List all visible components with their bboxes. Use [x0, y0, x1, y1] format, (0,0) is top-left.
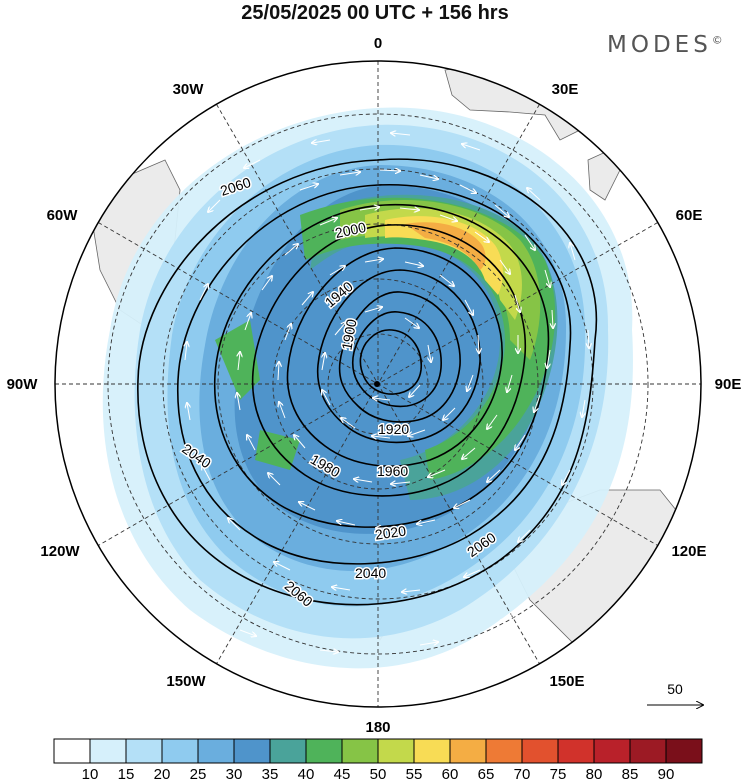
- colorbar-swatch: [449, 738, 487, 764]
- lon-label-60e: 60E: [676, 207, 703, 224]
- colorbar-tick-label: 15: [118, 766, 135, 782]
- colorbar-tick-label: 40: [298, 766, 315, 782]
- contour-1920: [351, 311, 442, 408]
- colorbar-tick-label: 75: [550, 766, 567, 782]
- wind-60-shading: [385, 216, 503, 295]
- colorbar-swatch: [125, 738, 163, 764]
- colorbar-tick-label: 85: [622, 766, 639, 782]
- colorbar-tick-label: 60: [442, 766, 459, 782]
- colorbar-swatch: [233, 738, 271, 764]
- colorbar-swatch: [665, 738, 703, 764]
- lon-label-60w: 60W: [47, 207, 79, 224]
- map-border: [54, 60, 702, 708]
- colorbar-swatch: [521, 738, 559, 764]
- longitude-labels: 0 30E 60E 90E 120E 150E 180 150W 120W 90…: [7, 35, 742, 736]
- low-center-marker: [374, 381, 380, 387]
- lon-label-150e: 150E: [549, 673, 584, 690]
- colorbar-swatch: [305, 738, 343, 764]
- colorbar-swatch: [485, 738, 523, 764]
- wind-65-shading: [405, 222, 486, 270]
- colorbar-swatch: [89, 738, 127, 764]
- colorbar-swatch: [269, 738, 307, 764]
- colorbar-tick-label: 55: [406, 766, 423, 782]
- lon-label-0: 0: [374, 35, 382, 52]
- brand-logo: MODES©: [607, 32, 727, 58]
- lon-label-30w: 30W: [173, 81, 205, 98]
- colorbar-tick-label: 90: [658, 766, 675, 782]
- map-disc: 1900 1920 1940 1960 1980 2000 2020 2040 …: [55, 61, 701, 707]
- brand-name: MODES: [607, 32, 712, 58]
- colorbar-swatch: [593, 738, 631, 764]
- brand-copyright: ©: [711, 33, 727, 47]
- colorbar-ticks: 10 15 20 25 30 35 40 45 50 55 60 65 70 75 80 85 90: [82, 766, 675, 782]
- colorbar-swatch: [197, 738, 235, 764]
- contour-1980: [286, 247, 503, 467]
- colorbar-tick-label: 30: [226, 766, 243, 782]
- contour-2060: [137, 158, 598, 606]
- colorbar-swatch: [53, 738, 91, 764]
- contour-1940: [338, 291, 461, 423]
- contour-1960: [316, 269, 481, 444]
- colorbar-swatch: [161, 738, 199, 764]
- colorbar-tick-label: 50: [370, 766, 387, 782]
- contour-label-2020: 2020: [374, 523, 407, 543]
- colorbar-tick-label: 25: [190, 766, 207, 782]
- contour-label-1960: 1960: [377, 463, 408, 479]
- colorbar: [53, 738, 703, 764]
- colorbar-swatch: [377, 738, 415, 764]
- colorbar-swatch: [629, 738, 667, 764]
- colorbar-tick-label: 20: [154, 766, 171, 782]
- wind-speed-shading: [102, 107, 633, 669]
- reference-vector: 50: [647, 681, 703, 705]
- colorbar-swatch: [557, 738, 595, 764]
- colorbar-tick-label: 10: [82, 766, 99, 782]
- wind-vectors: [185, 133, 589, 652]
- contour-2040: [176, 184, 572, 565]
- lon-label-90e: 90E: [715, 376, 742, 393]
- lon-label-90w: 90W: [7, 376, 39, 393]
- contour-label-2040: 2040: [355, 565, 386, 581]
- contour-label-1920: 1920: [378, 421, 409, 437]
- colorbar-tick-label: 70: [514, 766, 531, 782]
- contour-2020: [213, 204, 550, 528]
- lon-label-120w: 120W: [40, 543, 80, 560]
- map-title: 25/05/2025 00 UTC + 156 hrs: [241, 2, 509, 24]
- lon-label-120e: 120E: [671, 543, 706, 560]
- colorbar-swatch: [413, 738, 451, 764]
- lon-label-180: 180: [365, 719, 390, 736]
- colorbar-tick-label: 45: [334, 766, 351, 782]
- colorbar-tick-label: 80: [586, 766, 603, 782]
- reference-vector-label: 50: [667, 681, 683, 697]
- colorbar-swatch: [341, 738, 379, 764]
- colorbar-tick-label: 35: [262, 766, 279, 782]
- lon-label-30e: 30E: [552, 81, 579, 98]
- contour-1900: [359, 329, 422, 395]
- colorbar-tick-label: 65: [478, 766, 495, 782]
- lon-label-150w: 150W: [166, 673, 206, 690]
